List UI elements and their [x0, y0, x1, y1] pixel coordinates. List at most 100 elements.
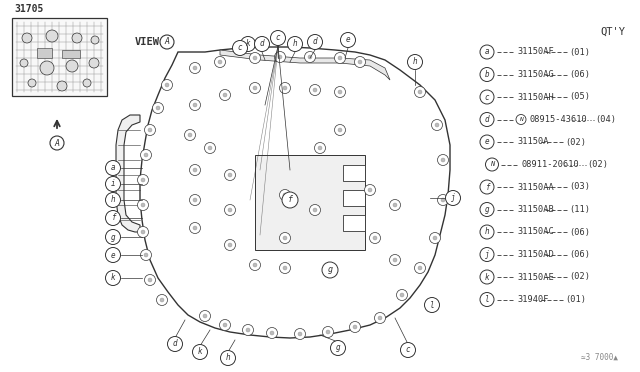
Text: 31150A: 31150A: [517, 138, 548, 147]
Circle shape: [393, 258, 397, 262]
Text: k: k: [111, 273, 115, 282]
Circle shape: [225, 240, 236, 250]
Circle shape: [441, 198, 445, 202]
Circle shape: [415, 263, 426, 273]
Circle shape: [253, 263, 257, 267]
Text: (03): (03): [569, 183, 590, 192]
Text: c: c: [237, 44, 243, 52]
Circle shape: [193, 168, 197, 172]
Text: b: b: [484, 70, 490, 79]
Circle shape: [374, 312, 385, 324]
Text: c: c: [276, 33, 280, 42]
Circle shape: [145, 275, 156, 285]
Circle shape: [480, 225, 494, 239]
Circle shape: [480, 67, 494, 81]
Circle shape: [72, 33, 82, 43]
Text: j: j: [484, 250, 490, 259]
Circle shape: [28, 79, 36, 87]
Circle shape: [516, 115, 526, 125]
Text: h: h: [292, 39, 298, 48]
Circle shape: [480, 292, 494, 307]
Circle shape: [255, 36, 269, 51]
Circle shape: [305, 51, 316, 62]
Circle shape: [106, 176, 120, 192]
Text: QT'Y: QT'Y: [600, 27, 625, 37]
Circle shape: [314, 142, 326, 154]
Circle shape: [480, 90, 494, 104]
Circle shape: [270, 331, 274, 335]
Circle shape: [138, 174, 148, 186]
Circle shape: [228, 173, 232, 177]
Text: A: A: [164, 38, 170, 46]
Circle shape: [308, 55, 312, 59]
Circle shape: [40, 61, 54, 75]
Circle shape: [141, 230, 145, 234]
Circle shape: [441, 158, 445, 162]
Circle shape: [266, 327, 278, 339]
Circle shape: [193, 344, 207, 359]
Circle shape: [435, 123, 439, 127]
Circle shape: [445, 190, 461, 205]
Circle shape: [189, 164, 200, 176]
Circle shape: [480, 202, 494, 217]
Circle shape: [106, 192, 120, 208]
Circle shape: [168, 337, 182, 352]
Text: (11): (11): [569, 205, 590, 214]
Circle shape: [418, 90, 422, 94]
Text: e: e: [111, 250, 115, 260]
Text: 31150AE: 31150AE: [517, 273, 554, 282]
Circle shape: [106, 270, 120, 285]
Circle shape: [243, 324, 253, 336]
Circle shape: [438, 195, 449, 205]
Circle shape: [283, 86, 287, 90]
Circle shape: [156, 106, 160, 110]
Circle shape: [280, 263, 291, 273]
Circle shape: [253, 86, 257, 90]
Text: f: f: [484, 183, 490, 192]
Text: 31150AB: 31150AB: [517, 205, 554, 214]
Circle shape: [323, 327, 333, 337]
Text: N: N: [519, 117, 523, 122]
Text: g: g: [328, 266, 333, 275]
Text: (01): (01): [565, 295, 586, 304]
Circle shape: [221, 350, 236, 366]
Circle shape: [397, 289, 408, 301]
Circle shape: [368, 188, 372, 192]
Circle shape: [283, 266, 287, 270]
FancyBboxPatch shape: [255, 155, 365, 250]
Circle shape: [431, 119, 442, 131]
Text: 31150AG: 31150AG: [517, 70, 554, 79]
Text: l: l: [484, 295, 490, 304]
Circle shape: [144, 253, 148, 257]
Circle shape: [214, 57, 225, 67]
Circle shape: [145, 125, 156, 135]
Text: (05): (05): [569, 93, 590, 102]
Circle shape: [161, 80, 173, 90]
Circle shape: [310, 84, 321, 96]
Circle shape: [225, 205, 236, 215]
Circle shape: [393, 203, 397, 207]
Text: k: k: [198, 347, 202, 356]
Text: h: h: [111, 196, 115, 205]
Text: e: e: [484, 138, 490, 147]
Text: c: c: [484, 93, 490, 102]
FancyBboxPatch shape: [37, 48, 52, 58]
Text: (01): (01): [569, 48, 590, 57]
Text: (02): (02): [588, 160, 609, 169]
Circle shape: [225, 170, 236, 180]
Circle shape: [353, 325, 357, 329]
Text: h: h: [413, 58, 417, 67]
Circle shape: [283, 193, 287, 197]
Circle shape: [91, 36, 99, 44]
Circle shape: [138, 199, 148, 211]
Circle shape: [365, 185, 376, 196]
Circle shape: [232, 41, 248, 55]
Circle shape: [322, 262, 338, 278]
Circle shape: [480, 180, 494, 194]
Text: (04): (04): [596, 115, 617, 124]
Circle shape: [335, 52, 346, 64]
Text: k: k: [484, 273, 490, 282]
Text: 08915-43610: 08915-43610: [529, 115, 587, 124]
Circle shape: [20, 59, 28, 67]
Circle shape: [141, 203, 145, 207]
